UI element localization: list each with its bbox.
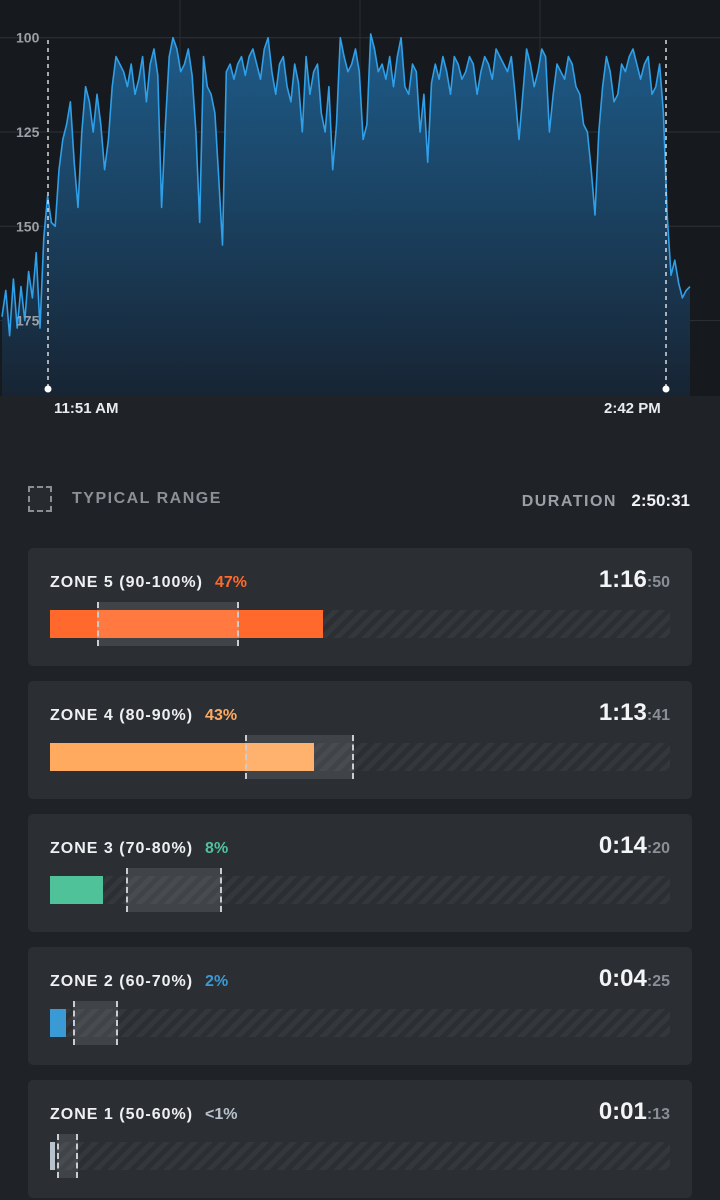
zone-typical-range — [72, 1001, 119, 1045]
zone-bar-track — [50, 868, 670, 912]
zone-bar-fill — [50, 1009, 66, 1037]
zone-card-2[interactable]: ZONE 2 (60-70%) 2% 0:04:25 — [28, 947, 692, 1065]
heart-rate-chart-svg: 175 150 125 100 — [0, 0, 720, 397]
start-time-label: 11:51 AM — [54, 400, 119, 417]
duration-value: 2:50:31 — [631, 491, 690, 510]
heart-rate-chart: 175 150 125 100 11:51 AM 2:42 PM — [0, 0, 720, 430]
y-tick-label: 150 — [16, 218, 40, 234]
y-tick-label: 175 — [16, 313, 40, 329]
zone-title-text: ZONE 4 (80-90%) — [50, 707, 194, 724]
zone-bar-fill — [50, 876, 103, 904]
zone-typical-range — [125, 868, 223, 912]
y-tick-label: 125 — [16, 124, 40, 140]
zone-time-seconds: :20 — [646, 840, 670, 857]
zone-bar-track — [50, 1001, 670, 1045]
duration-label: DURATION — [521, 493, 617, 510]
zone-title: ZONE 5 (90-100%) 47% — [50, 574, 247, 592]
zone-time-seconds: :13 — [646, 1106, 670, 1123]
zone-percent: 43% — [205, 707, 238, 724]
zone-percent: 8% — [205, 840, 229, 857]
typical-range-label: TYPICAL RANGE — [72, 490, 222, 507]
zone-bar-fill — [50, 1142, 55, 1170]
zone-time-seconds: :41 — [646, 707, 670, 724]
zone-time: 1:16:50 — [599, 566, 670, 594]
zone-bar-track — [50, 602, 670, 646]
zone-typical-range — [96, 602, 240, 646]
zone-title-text: ZONE 5 (90-100%) — [50, 574, 203, 591]
zone-title-text: ZONE 2 (60-70%) — [50, 973, 194, 990]
zone-percent: 2% — [205, 973, 229, 990]
zone-percent: 47% — [214, 574, 247, 591]
zone-bar-fill — [50, 743, 314, 771]
zone-time-hours-minutes: 0:01 — [598, 1098, 647, 1125]
heart-rate-line — [1, 33, 691, 337]
zone-time: 0:14:20 — [599, 832, 670, 860]
end-marker-dot — [662, 385, 670, 393]
heart-rate-area — [2, 33, 690, 397]
zone-title: ZONE 3 (70-80%) 8% — [50, 840, 228, 858]
start-marker-dot — [44, 385, 52, 393]
zone-card-5[interactable]: ZONE 5 (90-100%) 47% 1:16:50 — [28, 548, 692, 666]
zone-typical-range — [57, 1134, 78, 1178]
typical-range-swatch-icon — [28, 486, 52, 512]
zone-typical-range — [245, 735, 354, 779]
zone-time-hours-minutes: 1:16 — [598, 566, 647, 593]
zone-time: 1:13:41 — [599, 699, 670, 727]
zone-card-1[interactable]: ZONE 1 (50-60%) <1% 0:01:13 — [28, 1080, 692, 1198]
zone-bar-track — [50, 735, 670, 779]
zone-time-seconds: :50 — [646, 574, 670, 591]
zone-title-text: ZONE 1 (50-60%) — [50, 1106, 194, 1123]
end-time-label: 2:42 PM — [604, 400, 661, 417]
duration: DURATION 2:50:31 — [522, 491, 690, 511]
zone-time: 0:01:13 — [599, 1098, 670, 1126]
zone-time-seconds: :25 — [646, 973, 670, 990]
zone-bar-fill — [50, 610, 323, 638]
zone-percent: <1% — [205, 1106, 238, 1123]
zone-time-hours-minutes: 0:04 — [598, 965, 647, 992]
zone-time-hours-minutes: 0:14 — [598, 832, 647, 859]
zone-bar-track — [50, 1134, 670, 1178]
zone-time: 0:04:25 — [599, 965, 670, 993]
typical-range-legend: TYPICAL RANGE — [28, 486, 222, 512]
zone-title-text: ZONE 3 (70-80%) — [50, 840, 194, 857]
zone-title: ZONE 2 (60-70%) 2% — [50, 973, 228, 991]
zone-card-3[interactable]: ZONE 3 (70-80%) 8% 0:14:20 — [28, 814, 692, 932]
zone-title: ZONE 1 (50-60%) <1% — [50, 1106, 238, 1124]
zone-card-4[interactable]: ZONE 4 (80-90%) 43% 1:13:41 — [28, 681, 692, 799]
zone-title: ZONE 4 (80-90%) 43% — [50, 707, 237, 725]
zone-time-hours-minutes: 1:13 — [598, 699, 647, 726]
y-tick-label: 100 — [16, 30, 40, 46]
